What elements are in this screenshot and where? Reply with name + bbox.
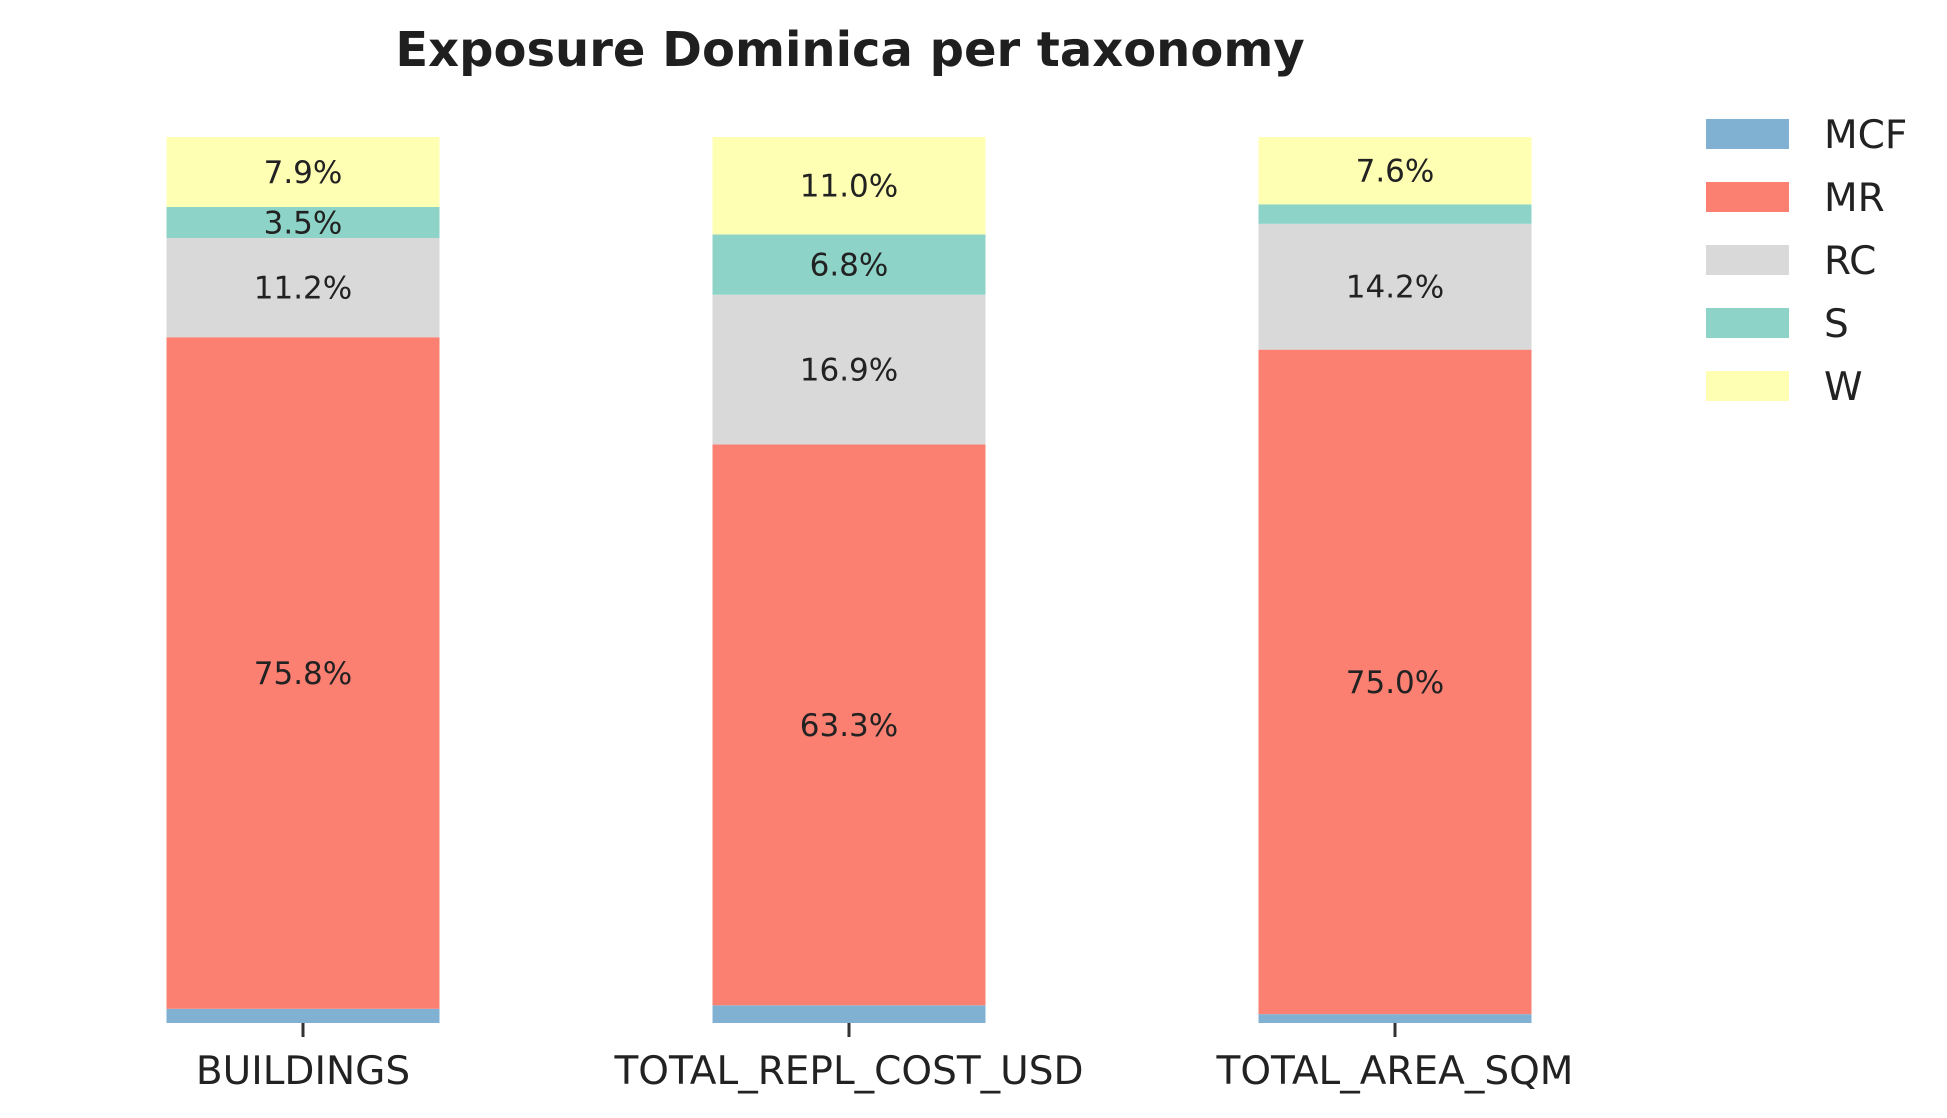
legend: MCF MR RC SW <box>1706 113 1907 410</box>
bars-layer <box>166 137 1532 1023</box>
legend-swatch-s <box>1706 308 1789 338</box>
bar-segment-total-repl-cost-usd-rc <box>712 294 986 445</box>
data-label-buildings-rc: 11.2% <box>254 271 352 307</box>
data-label-total-area-sqm-mr: 75.0% <box>1346 665 1444 701</box>
bar-segment-total-repl-cost-usd-mcf <box>712 1005 986 1023</box>
data-label-buildings-mr: 75.8% <box>254 656 352 692</box>
bar-segment-buildings-mr <box>166 337 440 1009</box>
data-label-buildings-w: 7.9% <box>264 155 343 191</box>
x-axis: BUILDINGS TOTAL_REPL_COST_USD TOTAL_AREA_S… <box>196 1023 1574 1094</box>
legend-swatch-mcf <box>1706 119 1789 149</box>
x-tick-label-total-area-sqm: TOTAL_AREA_SQM <box>1216 1049 1574 1094</box>
bar-segment-total-area-sqm-w <box>1258 137 1532 205</box>
legend-label-rc: RC <box>1824 239 1876 284</box>
legend-label-mcf: MCF <box>1824 113 1907 158</box>
legend-label-mr: MR <box>1824 176 1885 221</box>
bar-segment-total-area-sqm-mcf <box>1258 1014 1532 1023</box>
bar-segment-buildings-s <box>166 206 440 239</box>
bar-segment-total-area-sqm-mr <box>1258 349 1532 1015</box>
data-labels-layer: 75.8% 11.2% 3.5% 7.9% 63.3% 16.9% 6.8% 11.0% 75.… <box>254 154 1444 744</box>
bar-segment-total-repl-cost-usd-s <box>712 234 986 295</box>
bar-segment-buildings-mcf <box>166 1008 440 1023</box>
bar-segment-buildings-rc <box>166 238 440 338</box>
data-label-total-repl-cost-usd-s: 6.8% <box>810 248 889 284</box>
legend-swatch-mr <box>1706 182 1789 212</box>
legend-label-s: S <box>1824 302 1849 347</box>
bar-segment-total-area-sqm-rc <box>1258 223 1532 350</box>
x-tick-label-total-repl-cost-usd: TOTAL_REPL_COST_USD <box>613 1049 1083 1094</box>
bar-segment-total-repl-cost-usd-mr <box>712 444 986 1006</box>
data-label-total-repl-cost-usd-rc: 16.9% <box>800 353 898 389</box>
legend-swatch-rc <box>1706 245 1789 275</box>
legend-swatch-w <box>1706 371 1789 401</box>
bar-segment-total-repl-cost-usd-w <box>712 137 986 235</box>
bar-segment-buildings-w <box>166 137 440 207</box>
data-label-total-repl-cost-usd-w: 11.0% <box>800 169 898 205</box>
bar-segment-total-area-sqm-s <box>1258 204 1532 224</box>
chart-title: Exposure Dominica per taxonomy <box>395 22 1304 78</box>
data-label-total-repl-cost-usd-mr: 63.3% <box>800 708 898 744</box>
x-tick-label-buildings: BUILDINGS <box>196 1049 410 1094</box>
data-label-buildings-s: 3.5% <box>264 205 343 241</box>
data-label-total-area-sqm-w: 7.6% <box>1356 154 1435 190</box>
legend-label-w: W <box>1824 365 1863 410</box>
data-label-total-area-sqm-rc: 14.2% <box>1346 270 1444 306</box>
